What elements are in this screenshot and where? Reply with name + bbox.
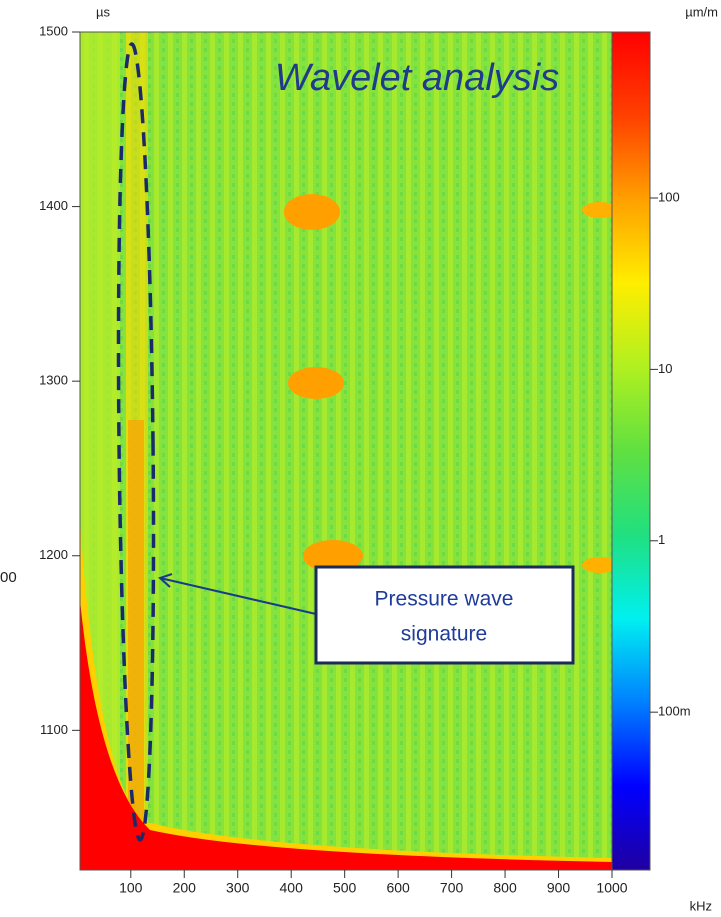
annotation: Pressure wave signature [314,565,575,665]
highlight-ellipse [116,42,156,842]
annotation-line: Pressure wave [375,588,514,611]
annotation-line: signature [401,623,487,646]
y-tick-label: 1100 [40,722,68,737]
x-tick-label: 1000 [596,880,627,896]
x-tick-label: 800 [493,880,517,896]
colorbar-tick-label: 10 [658,361,672,376]
y-unit: µs [96,4,110,19]
x-tick-label: 100 [119,880,143,896]
y-tick-label: 1300 [39,373,68,388]
chart-title: Wavelet analysis [275,57,559,99]
colorbar-tick-label: 1 [658,532,665,547]
clipped-label: 00 [0,569,17,586]
x-tick-label: 200 [173,880,197,896]
x-tick-label: 500 [333,880,357,896]
colorbar-tick-label: 100m [658,704,691,719]
colorbar-unit: µm/m [685,4,718,19]
spectrogram [80,32,612,870]
arrow-head [158,573,173,588]
x-tick-label: 900 [547,880,571,896]
x-unit: kHz [690,898,712,913]
y-tick-label: 1200 [39,547,68,562]
annotation-box [314,565,575,665]
x-tick-label: 700 [440,880,464,896]
arrow-line [159,577,317,615]
x-tick-label: 300 [226,880,250,896]
colorbar [611,31,651,871]
x-tick-label: 400 [280,880,304,896]
y-tick-label: 1500 [39,23,68,38]
colorbar-tick-label: 100 [658,189,680,204]
y-tick-label: 1400 [39,198,68,213]
x-tick-label: 600 [386,880,410,896]
